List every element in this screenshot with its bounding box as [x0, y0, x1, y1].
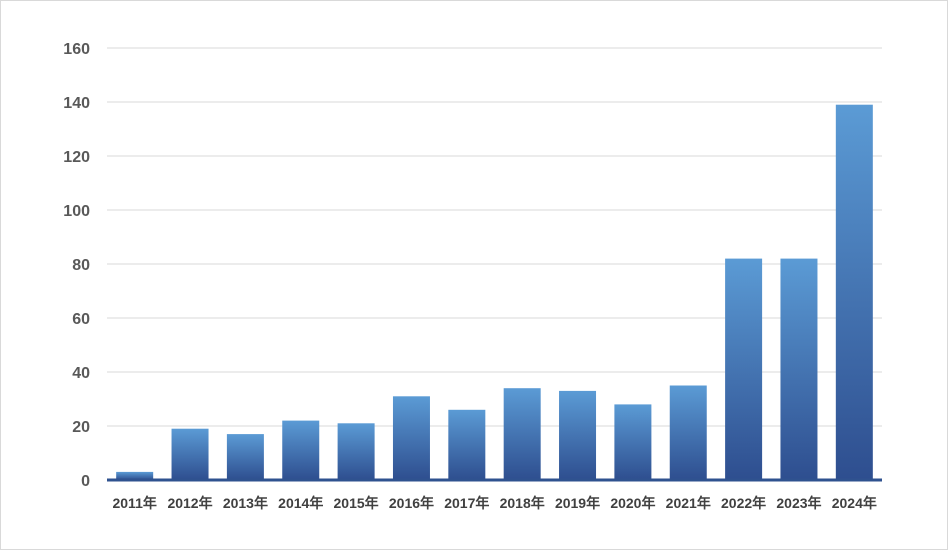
x-tick-label: 2015年 [334, 495, 379, 511]
x-tick-label: 2022年 [721, 495, 766, 511]
x-tick-label: 2016年 [389, 495, 434, 511]
bar-2022年 [725, 258, 763, 480]
bar-2011年 [116, 471, 154, 480]
bar-2015年 [337, 423, 375, 480]
y-tick-label: 80 [72, 257, 90, 274]
gridlines [107, 47, 882, 427]
x-tick-label: 2019年 [555, 495, 600, 511]
y-tick-label: 0 [81, 473, 90, 490]
x-tick-label: 2017年 [444, 495, 489, 511]
x-tick-label: 2014年 [278, 495, 323, 511]
y-tick-label: 60 [72, 311, 90, 328]
x-tick-label: 2024年 [832, 495, 877, 511]
y-tick-label: 140 [63, 95, 90, 112]
bar-2019年 [559, 390, 597, 480]
bar-2013年 [226, 434, 264, 480]
bar-2014年 [282, 420, 320, 480]
y-tick-label: 20 [72, 419, 90, 436]
y-tick-label: 120 [63, 149, 90, 166]
x-tick-label: 2021年 [666, 495, 711, 511]
bar-2018年 [503, 388, 541, 480]
bar-2020年 [614, 404, 652, 480]
y-tick-label: 100 [63, 203, 90, 220]
x-axis-labels: 2011年 2012年 2013年 2014年 2015年 2016年 2017年 2018年… [112, 495, 876, 511]
bar-2024年 [835, 104, 873, 480]
bar-2017年 [448, 409, 486, 480]
bar-2012年 [171, 428, 209, 480]
x-tick-label: 2020年 [610, 495, 655, 511]
x-tick-label: 2023年 [776, 495, 821, 511]
x-tick-label: 2012年 [167, 495, 212, 511]
y-tick-label: 40 [72, 365, 90, 382]
bar-2021年 [669, 385, 707, 480]
bar-2016年 [392, 396, 430, 480]
y-tick-label: 160 [63, 41, 90, 58]
x-tick-label: 2018年 [500, 495, 545, 511]
x-tick-label: 2011年 [112, 495, 156, 511]
y-axis-labels: 0 20 40 60 80 100 120 140 160 [63, 41, 90, 490]
bar-2023年 [780, 258, 818, 480]
bars [116, 104, 873, 480]
x-tick-label: 2013年 [223, 495, 268, 511]
